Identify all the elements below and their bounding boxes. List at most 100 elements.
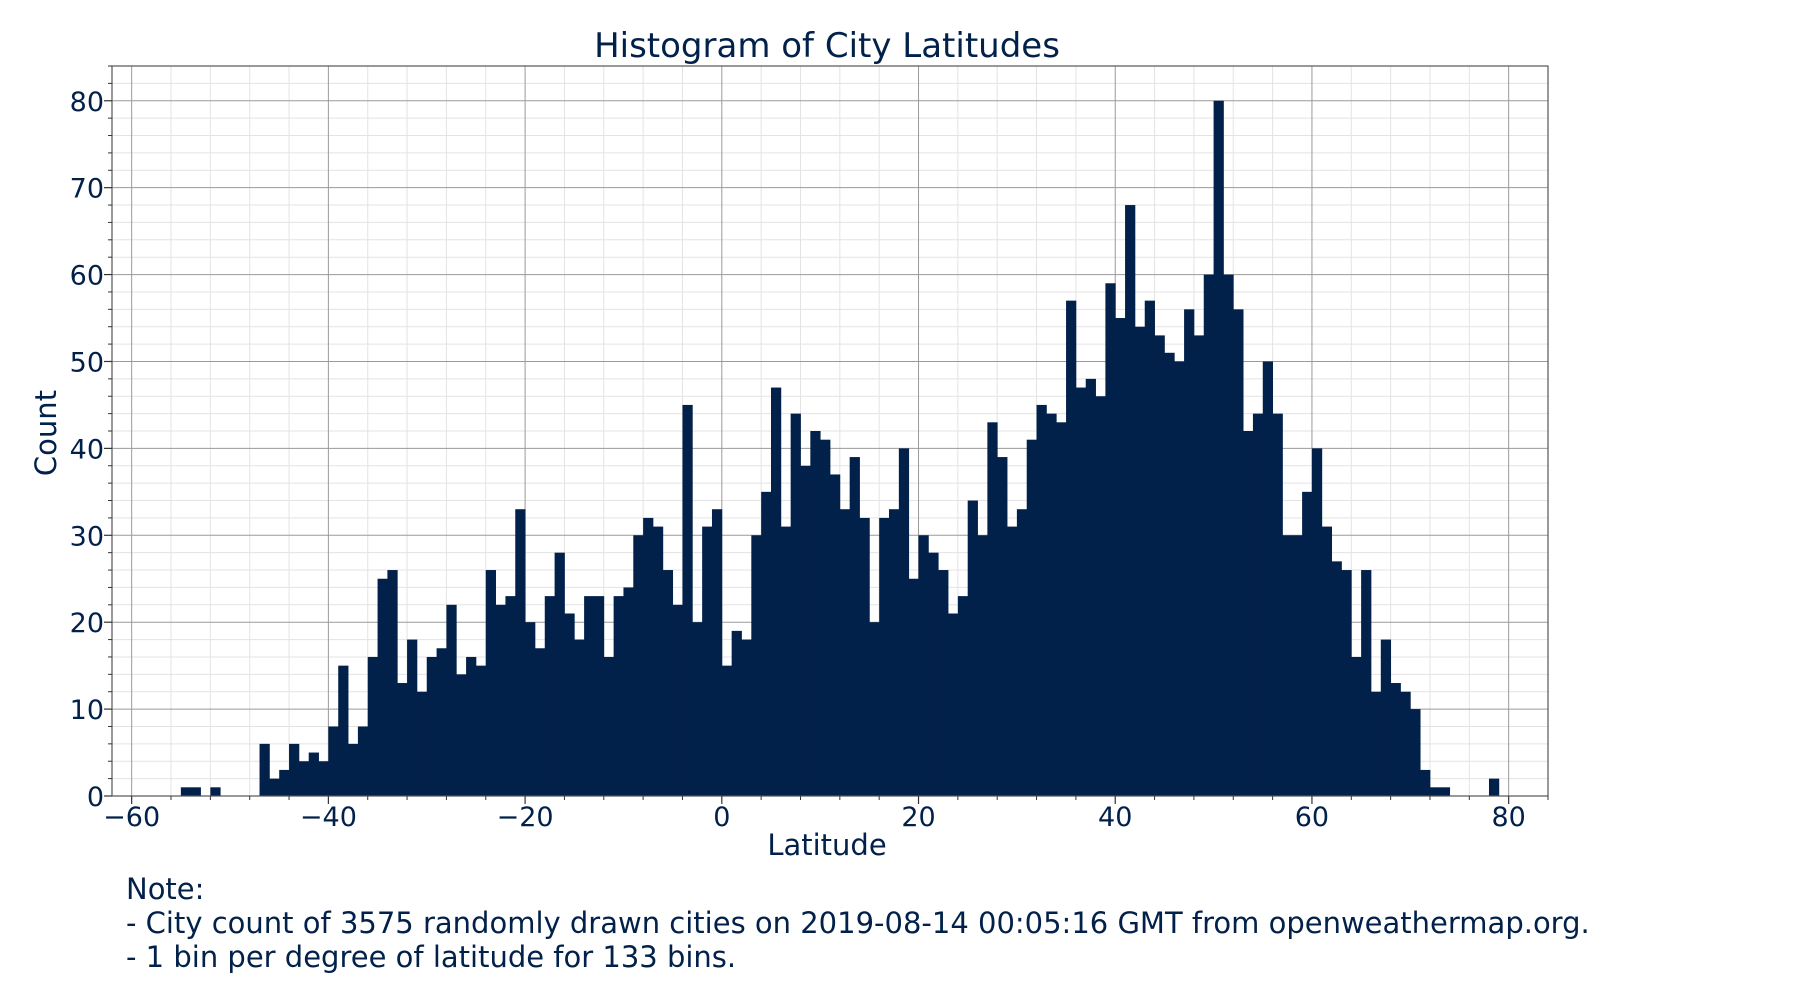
- histogram-chart: −60 −40 −20 0 20 40 60 80 0 10 20 30 40 50 60 70 80 His…: [29, 26, 1549, 862]
- histogram-bar: [1056, 422, 1067, 796]
- histogram-bar: [210, 787, 221, 796]
- histogram-bar: [1282, 535, 1293, 796]
- histogram-bar: [1400, 691, 1411, 796]
- histogram-bar: [1292, 535, 1303, 796]
- histogram-bar: [780, 526, 792, 796]
- histogram-bar: [1095, 396, 1106, 796]
- histogram-bar: [948, 613, 959, 796]
- histogram-bar: [800, 465, 811, 796]
- histogram-bar: [898, 448, 910, 796]
- histogram-bar: [180, 787, 192, 796]
- histogram-bar: [554, 552, 565, 796]
- histogram-bar: [889, 509, 900, 796]
- histogram-bar: [436, 648, 447, 796]
- histogram-bar: [1046, 413, 1057, 796]
- y-tick-label: 50: [70, 347, 104, 378]
- histogram-bar: [731, 630, 742, 796]
- histogram-bar: [692, 622, 703, 796]
- histogram-bar: [1341, 570, 1352, 796]
- chart-title: Histogram of City Latitudes: [594, 26, 1060, 66]
- histogram-bar: [721, 665, 733, 796]
- histogram-bar: [1193, 335, 1205, 796]
- histogram-bar: [1370, 691, 1382, 796]
- x-tick-labels: −60 −40 −20 0 20 40 60 80: [103, 802, 1526, 833]
- histogram-bar: [702, 526, 713, 796]
- histogram-bar: [839, 509, 851, 796]
- histogram-bar: [859, 517, 870, 796]
- histogram-bar: [515, 509, 526, 796]
- histogram-bar: [938, 570, 949, 796]
- histogram-bar: [1075, 387, 1087, 796]
- histogram-bar: [1115, 318, 1126, 796]
- y-tick-label: 70: [70, 174, 104, 205]
- histogram-bar: [485, 570, 496, 796]
- x-tick-label: −20: [497, 802, 554, 833]
- histogram-bar: [279, 769, 290, 796]
- histogram-bar: [1429, 787, 1441, 796]
- histogram-bar: [1233, 309, 1244, 796]
- x-tick-label: 60: [1295, 802, 1329, 833]
- histogram-bar: [259, 743, 270, 796]
- histogram-bar: [1351, 656, 1362, 796]
- histogram-bar: [298, 761, 310, 796]
- histogram-bar: [1331, 561, 1342, 796]
- x-axis-label: Latitude: [767, 828, 886, 862]
- histogram-bar: [1311, 448, 1323, 796]
- histogram-bar: [1488, 778, 1500, 796]
- x-tick-label: −60: [103, 802, 160, 833]
- histogram-bar: [1184, 309, 1195, 796]
- x-tick-label: −40: [300, 802, 357, 833]
- histogram-bar: [495, 604, 506, 796]
- histogram-bar: [357, 726, 369, 796]
- histogram-bar: [387, 570, 398, 796]
- histogram-bar: [682, 404, 693, 796]
- histogram-bar: [652, 526, 664, 796]
- histogram-bar: [1361, 570, 1372, 796]
- histogram-bar: [1154, 335, 1165, 796]
- histogram-bar: [1439, 787, 1451, 796]
- y-tick-label: 60: [70, 261, 104, 292]
- histogram-bar: [830, 474, 841, 796]
- y-tick-labels: 0 10 20 30 40 50 60 70 80: [70, 87, 104, 813]
- histogram-bar: [318, 761, 329, 796]
- histogram-bar: [711, 509, 723, 796]
- histogram-bar: [1164, 352, 1175, 796]
- histogram-bar: [505, 596, 516, 796]
- histogram-bar: [534, 648, 546, 796]
- histogram-bar: [377, 578, 388, 796]
- histogram-bar: [1410, 709, 1421, 796]
- histogram-bars: [180, 100, 1500, 797]
- y-tick-label: 10: [70, 695, 104, 726]
- histogram-bar: [977, 535, 988, 796]
- histogram-bar: [1420, 769, 1431, 796]
- histogram-bar: [987, 422, 998, 796]
- x-tick-label: 20: [901, 802, 935, 833]
- histogram-bar: [810, 431, 821, 796]
- y-tick-label: 80: [70, 87, 104, 118]
- note-heading: Note:: [126, 872, 205, 906]
- histogram-bar: [928, 552, 939, 796]
- x-tick-label: 40: [1098, 802, 1132, 833]
- histogram-bar: [1134, 326, 1146, 796]
- y-tick-label: 40: [70, 434, 104, 465]
- y-axis-label: Count: [29, 390, 63, 476]
- histogram-bar: [1036, 404, 1047, 796]
- histogram-bar: [1174, 361, 1185, 796]
- histogram-bar: [770, 387, 782, 796]
- histogram-bar: [446, 604, 457, 796]
- histogram-bar: [1125, 205, 1136, 797]
- histogram-bar: [1016, 509, 1028, 796]
- histogram-bar: [338, 665, 349, 796]
- histogram-bar: [1144, 300, 1155, 796]
- histogram-bar: [308, 752, 319, 796]
- histogram-bar: [593, 596, 605, 796]
- histogram-bar: [790, 413, 801, 796]
- histogram-bar: [416, 691, 428, 796]
- histogram-bar: [761, 491, 772, 796]
- histogram-bar: [269, 778, 280, 796]
- histogram-bar: [1243, 431, 1254, 796]
- histogram-bar: [643, 517, 654, 796]
- histogram-bar: [456, 674, 467, 796]
- histogram-bar: [466, 656, 477, 796]
- histogram-bar: [1007, 526, 1018, 796]
